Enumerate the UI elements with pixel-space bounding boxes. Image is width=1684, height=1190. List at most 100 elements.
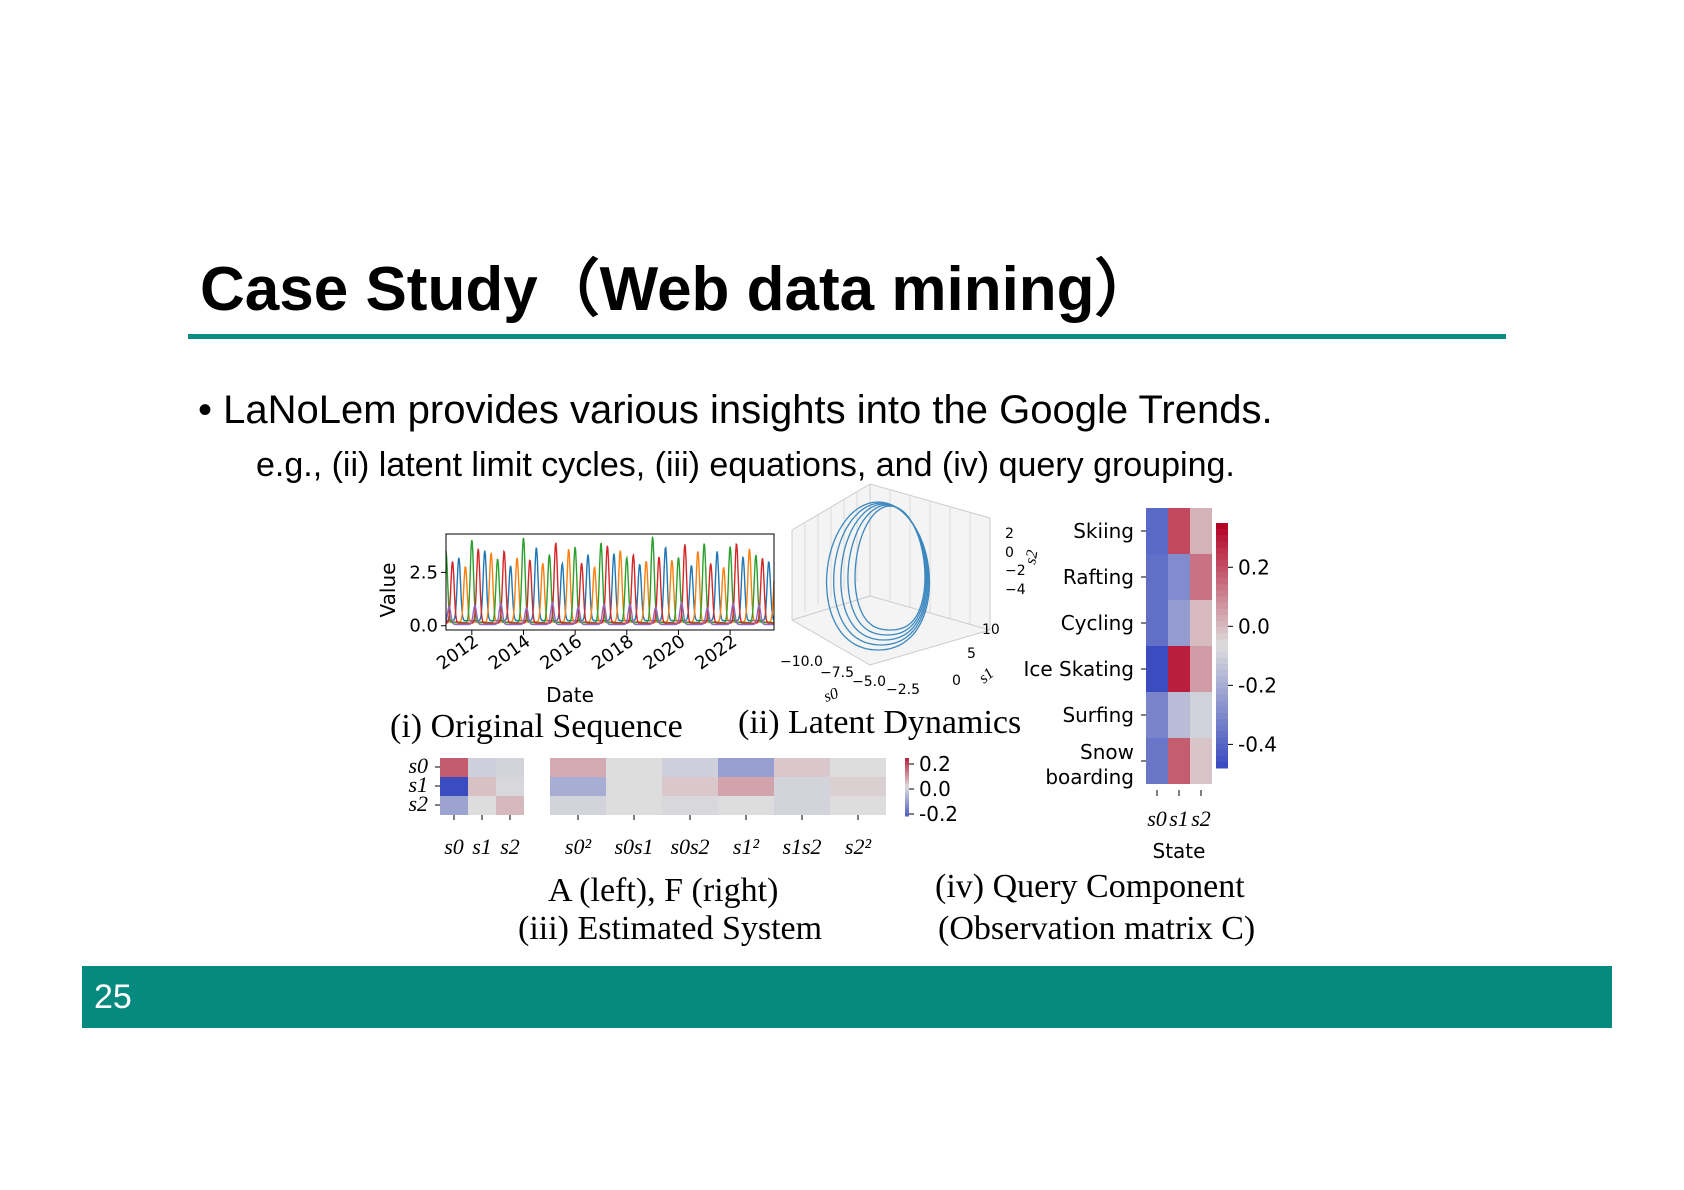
colorbar-segment (1216, 627, 1228, 634)
colorbar-segment (1216, 737, 1228, 744)
colorbar-segment (1216, 645, 1228, 653)
caption-iii-a: A (left), F (right) (548, 872, 779, 909)
colorbar-segment (1216, 755, 1228, 763)
s1-tick-label: 0 (952, 673, 961, 689)
colorbar-segment (905, 760, 909, 765)
heatmap-cell (1168, 646, 1190, 692)
footer-bar: 25 (82, 966, 1612, 1028)
colorbar-segment (905, 801, 909, 805)
s2-tick-label: 0 (1005, 545, 1014, 561)
row-label: Skiing (1073, 519, 1134, 543)
colorbar-segment (1216, 614, 1228, 622)
heatmap-cell (718, 777, 774, 796)
colorbar-segment (1216, 743, 1228, 751)
caption-ii: (ii) Latent Dynamics (738, 704, 1022, 741)
heatmap-cell (440, 758, 468, 777)
colorbar-segment (1216, 651, 1228, 659)
x-tick-label: 2022 (691, 631, 741, 674)
row-label: s2 (408, 791, 428, 816)
row-label: Snow (1080, 740, 1134, 764)
heatmap-cell (1190, 508, 1212, 554)
col-label: s1² (733, 834, 760, 859)
colorbar-segment (1216, 553, 1228, 561)
row-label: Surfing (1062, 703, 1134, 727)
col-label: s1 (472, 834, 492, 859)
colorbar-segment (905, 789, 909, 794)
heatmap-cell (1146, 692, 1168, 738)
heatmap-cell (1146, 554, 1168, 600)
colorbar-segment (905, 763, 909, 768)
colorbar-segment (1216, 590, 1228, 597)
heatmap-cell (662, 777, 718, 796)
series-line-1 (446, 546, 775, 622)
s2-tick-label: −2 (1005, 563, 1026, 579)
colorbar-label: 0.0 (919, 777, 951, 801)
s0-tick-label: −2.5 (886, 682, 920, 698)
heatmap-cell (1168, 692, 1190, 738)
col-label: s0s2 (670, 834, 709, 859)
heatmap-cell (1146, 508, 1168, 554)
heatmap-cell (1146, 600, 1168, 646)
s0-axis-label: s0 (822, 685, 841, 706)
x-axis-label: State (1153, 839, 1206, 863)
heatmap-cell (830, 777, 886, 796)
heatmap-cell (606, 758, 662, 777)
caption-iii-b: (iii) Estimated System (518, 910, 823, 947)
heatmap-cell (606, 796, 662, 815)
x-tick-label: 2016 (536, 631, 586, 674)
colorbar-label: -0.2 (919, 802, 958, 826)
col-label: s0 (444, 834, 464, 859)
colorbar-label: 0.2 (919, 752, 951, 776)
matrix-f-heatmap: s0² s0s1 s0s2 s1² s1s2 s2² 0.20.0-0.2 (550, 752, 958, 859)
heatmap-cell (1146, 646, 1168, 692)
heatmap-cell (1190, 600, 1212, 646)
s2-tick-label: 2 (1005, 526, 1014, 542)
caption-iv-a: (iv) Query Component (935, 868, 1245, 905)
original-sequence-chart: 0.0 2.5 2012 2014 2016 2018 2020 2022 Date Value (376, 533, 775, 707)
heatmap-cell (1190, 692, 1212, 738)
colorbar-segment (905, 769, 909, 773)
colorbar-segment (1216, 663, 1228, 671)
colorbar-label: 0.2 (1238, 555, 1270, 579)
y-axis-label: Value (376, 563, 400, 618)
colorbar-segment (905, 772, 909, 776)
colorbar-segment (1216, 676, 1228, 683)
heatmap-cell (440, 796, 468, 815)
y-tick-label: 0.0 (409, 616, 438, 637)
colorbar-segment (1216, 719, 1228, 726)
bullet-subline: e.g., (ii) latent limit cycles, (iii) eq… (256, 446, 1235, 484)
col-label: s0² (565, 834, 592, 859)
s1-tick-label: 5 (967, 646, 976, 662)
colorbar-segment (1216, 761, 1228, 769)
colorbar-label: -0.4 (1238, 732, 1277, 756)
heatmap-cell (718, 758, 774, 777)
colorbar-segment (1216, 529, 1228, 536)
colorbar-segment (905, 758, 909, 762)
s0-tick-label: −10.0 (780, 654, 823, 670)
colorbar-segment (905, 807, 909, 811)
colorbar-segment (1216, 688, 1228, 695)
colorbar-segment (1216, 578, 1228, 585)
row-label: s1 (408, 772, 428, 797)
colorbar-segment (1216, 572, 1228, 579)
heatmap-cell (606, 777, 662, 796)
trajectory-loop (825, 501, 931, 651)
colorbar-segment (1216, 584, 1228, 591)
colorbar-segment (1216, 670, 1228, 677)
heatmap-cell (830, 758, 886, 777)
row-label: Cycling (1061, 611, 1134, 635)
heatmap-cell (1190, 554, 1212, 600)
heatmap-cell (830, 796, 886, 815)
colorbar-segment (1216, 602, 1228, 610)
plot-frame (445, 533, 775, 631)
colorbar-segment (1216, 694, 1228, 702)
x-tick-label: 2012 (433, 631, 483, 674)
colorbar-segment (1216, 596, 1228, 604)
heatmap-cell (662, 796, 718, 815)
heatmap-cell (774, 777, 830, 796)
heatmap-cell (1146, 738, 1168, 784)
row-label: s0 (408, 753, 428, 778)
